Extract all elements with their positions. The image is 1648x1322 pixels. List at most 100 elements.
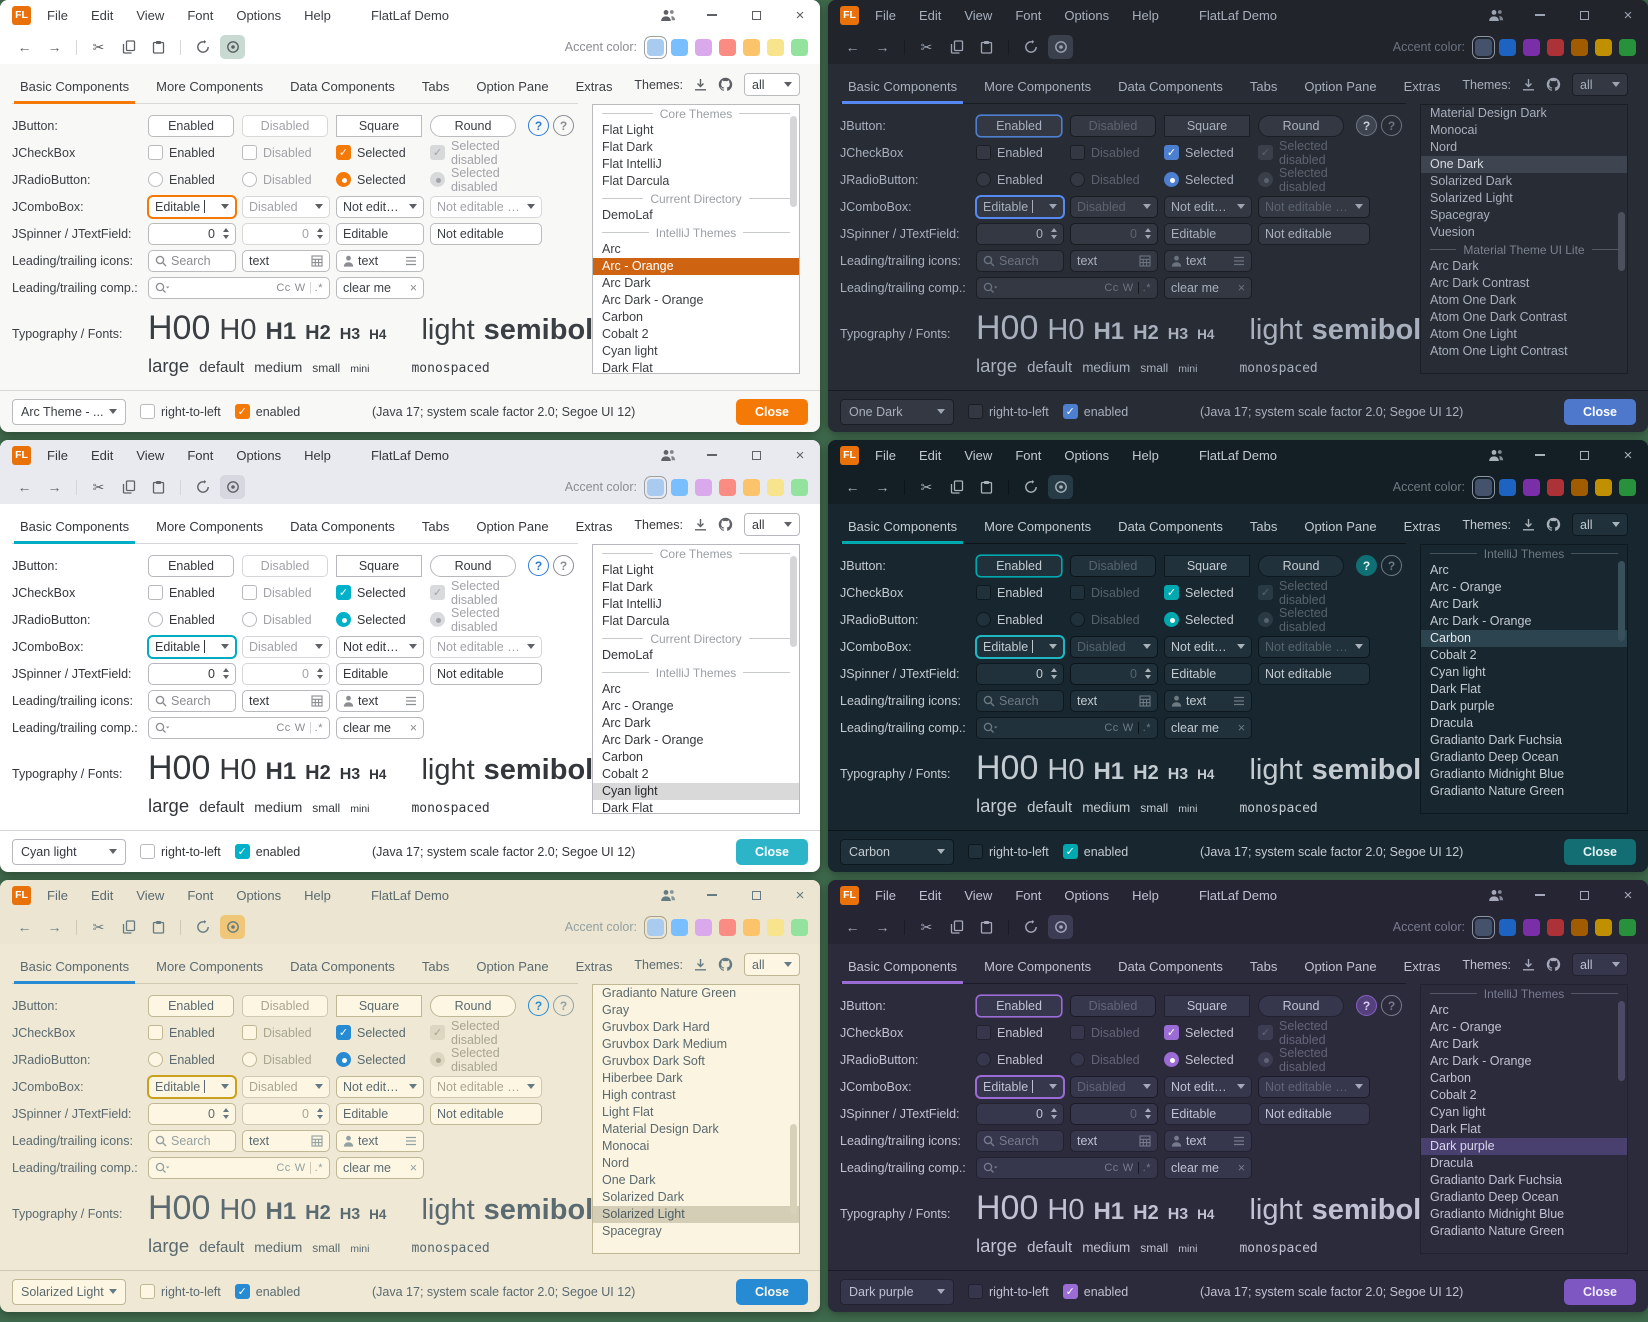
paste-icon[interactable] (146, 915, 171, 939)
theme-list-item[interactable]: Atom One Light (1430, 327, 1517, 341)
enabled-button[interactable]: Enabled (148, 554, 234, 577)
accent-swatch-3[interactable] (719, 38, 736, 56)
tab-extras[interactable]: Extras (575, 519, 613, 534)
theme-list-item[interactable]: Gradianto Dark Fuchsia (1430, 733, 1563, 747)
tab-basic-components[interactable]: Basic Components (13, 959, 136, 984)
accent-swatch-2[interactable] (695, 918, 712, 936)
close-window-button[interactable]: × (1623, 886, 1633, 904)
theme-list-item[interactable]: Arc Dark - Orange (602, 733, 704, 747)
list-menu-icon[interactable] (405, 256, 417, 266)
cut-icon[interactable]: ✂ (920, 38, 933, 55)
menu-view[interactable]: View (964, 7, 993, 23)
download-theme-icon[interactable] (1522, 958, 1535, 971)
accent-swatch-1[interactable] (671, 38, 688, 56)
grid-calendar-icon[interactable] (311, 254, 323, 267)
help-button-disabled[interactable]: ? (1381, 555, 1402, 576)
menu-view[interactable]: View (964, 447, 993, 463)
radio-enabled[interactable] (148, 1052, 163, 1067)
list-menu-icon[interactable] (1233, 1136, 1245, 1146)
accent-swatch-2[interactable] (1523, 918, 1540, 936)
menu-edit[interactable]: Edit (918, 887, 942, 903)
titlebar[interactable]: FL File Edit View Font Options Help FlatLaf D… (828, 0, 1648, 30)
menu-file[interactable]: File (47, 7, 68, 23)
accent-swatch-5[interactable] (767, 38, 784, 56)
enabled-checkbox[interactable]: ✓ (234, 1284, 250, 1299)
tab-basic-components[interactable]: Basic Components (841, 79, 964, 104)
theme-list-item[interactable]: Dracula (1430, 1156, 1474, 1170)
help-button[interactable]: ? (528, 995, 549, 1016)
theme-list-item[interactable]: DemoLaf (602, 208, 653, 222)
accent-swatch-3[interactable] (1547, 478, 1564, 496)
theme-list-item-selected[interactable]: Dark purple (1421, 1138, 1627, 1155)
minimize-button[interactable] (704, 7, 720, 23)
checkbox-enabled[interactable] (976, 145, 991, 160)
textfield-editable[interactable]: Editable (1164, 662, 1252, 685)
search-dropdown-icon[interactable] (983, 722, 998, 734)
clear-me-input[interactable]: clear me × (1164, 276, 1252, 299)
menu-edit[interactable]: Edit (90, 887, 114, 903)
menu-view[interactable]: View (136, 447, 165, 463)
accent-swatch-0[interactable] (1475, 478, 1492, 496)
theme-list-item[interactable]: Flat IntelliJ (602, 157, 662, 171)
theme-list-item[interactable]: Spacegray (1430, 208, 1490, 222)
list-menu-icon[interactable] (405, 696, 417, 706)
clear-icon[interactable]: × (409, 720, 417, 735)
accent-swatch-4[interactable] (743, 478, 760, 496)
accent-swatch-6[interactable] (791, 918, 808, 936)
right-to-left-option[interactable]: right-to-left (140, 1284, 221, 1299)
regex-toggle[interactable]: .* (1142, 281, 1151, 294)
help-button-disabled[interactable]: ? (553, 995, 574, 1016)
help-button[interactable]: ? (1356, 995, 1377, 1016)
tab-data-components[interactable]: Data Components (1118, 519, 1223, 534)
enabled-checkbox[interactable]: ✓ (234, 844, 250, 859)
theme-select[interactable]: Carbon (840, 838, 954, 865)
paste-icon[interactable] (146, 35, 171, 59)
scrollbar-thumb[interactable] (1618, 212, 1625, 272)
tab-data-components[interactable]: Data Components (290, 959, 395, 974)
theme-filter-select[interactable]: all (744, 953, 800, 976)
theme-list-item[interactable]: Cobalt 2 (602, 767, 649, 781)
help-button-disabled[interactable]: ? (553, 115, 574, 136)
enabled-button[interactable]: Enabled (976, 554, 1062, 577)
close-button[interactable]: Close (1564, 838, 1636, 865)
text-input-user-menu[interactable]: text (1164, 689, 1252, 712)
theme-list-item[interactable]: High contrast (602, 1088, 676, 1102)
theme-list-item[interactable]: Gradianto Deep Ocean (1430, 750, 1559, 764)
copy-icon[interactable] (116, 915, 141, 939)
close-button[interactable]: Close (736, 838, 808, 865)
theme-list-item[interactable]: Arc - Orange (1430, 1020, 1502, 1034)
refresh-icon[interactable] (190, 915, 215, 939)
right-to-left-checkbox[interactable] (968, 404, 983, 419)
theme-list-item[interactable]: Cyan light (602, 344, 658, 358)
clear-icon[interactable]: × (409, 280, 417, 295)
search-field-with-options[interactable]: Cc W .* (976, 716, 1158, 739)
spinner-arrows[interactable] (1051, 228, 1057, 239)
theme-list-item[interactable]: Carbon (1430, 1071, 1471, 1085)
tab-basic-components[interactable]: Basic Components (841, 519, 964, 544)
accent-swatch-3[interactable] (1547, 38, 1564, 56)
maximize-button[interactable] (748, 7, 764, 23)
match-case-toggle[interactable]: Cc (1104, 1161, 1119, 1174)
theme-list-item[interactable]: Atom One Dark Contrast (1430, 310, 1567, 324)
tab-extras[interactable]: Extras (1403, 79, 1441, 94)
menu-file[interactable]: File (47, 447, 68, 463)
minimize-button[interactable] (704, 447, 720, 463)
accent-swatch-4[interactable] (743, 918, 760, 936)
back-icon[interactable]: ← (17, 479, 32, 495)
theme-list-item[interactable]: Cobalt 2 (602, 327, 649, 341)
clear-me-input[interactable]: clear me × (336, 716, 424, 739)
tab-option-pane[interactable]: Option Pane (476, 79, 549, 94)
combobox-not-editable[interactable]: Not editable (336, 635, 424, 658)
clear-me-input[interactable]: clear me × (336, 276, 424, 299)
theme-list-item[interactable]: Material Design Dark (1430, 106, 1547, 120)
accent-swatch-5[interactable] (1595, 478, 1612, 496)
github-icon[interactable] (718, 77, 733, 92)
show-hidden-eye-icon[interactable] (220, 35, 245, 59)
accent-swatch-0[interactable] (1475, 918, 1492, 936)
radio-enabled[interactable] (976, 1052, 991, 1067)
theme-list-item[interactable]: Solarized Dark (602, 1190, 684, 1204)
theme-list-item[interactable]: Solarized Light (1430, 191, 1513, 205)
grid-calendar-icon[interactable] (1139, 694, 1151, 707)
close-button[interactable]: Close (736, 398, 808, 425)
titlebar[interactable]: FL File Edit View Font Options Help FlatLaf D… (0, 0, 820, 30)
